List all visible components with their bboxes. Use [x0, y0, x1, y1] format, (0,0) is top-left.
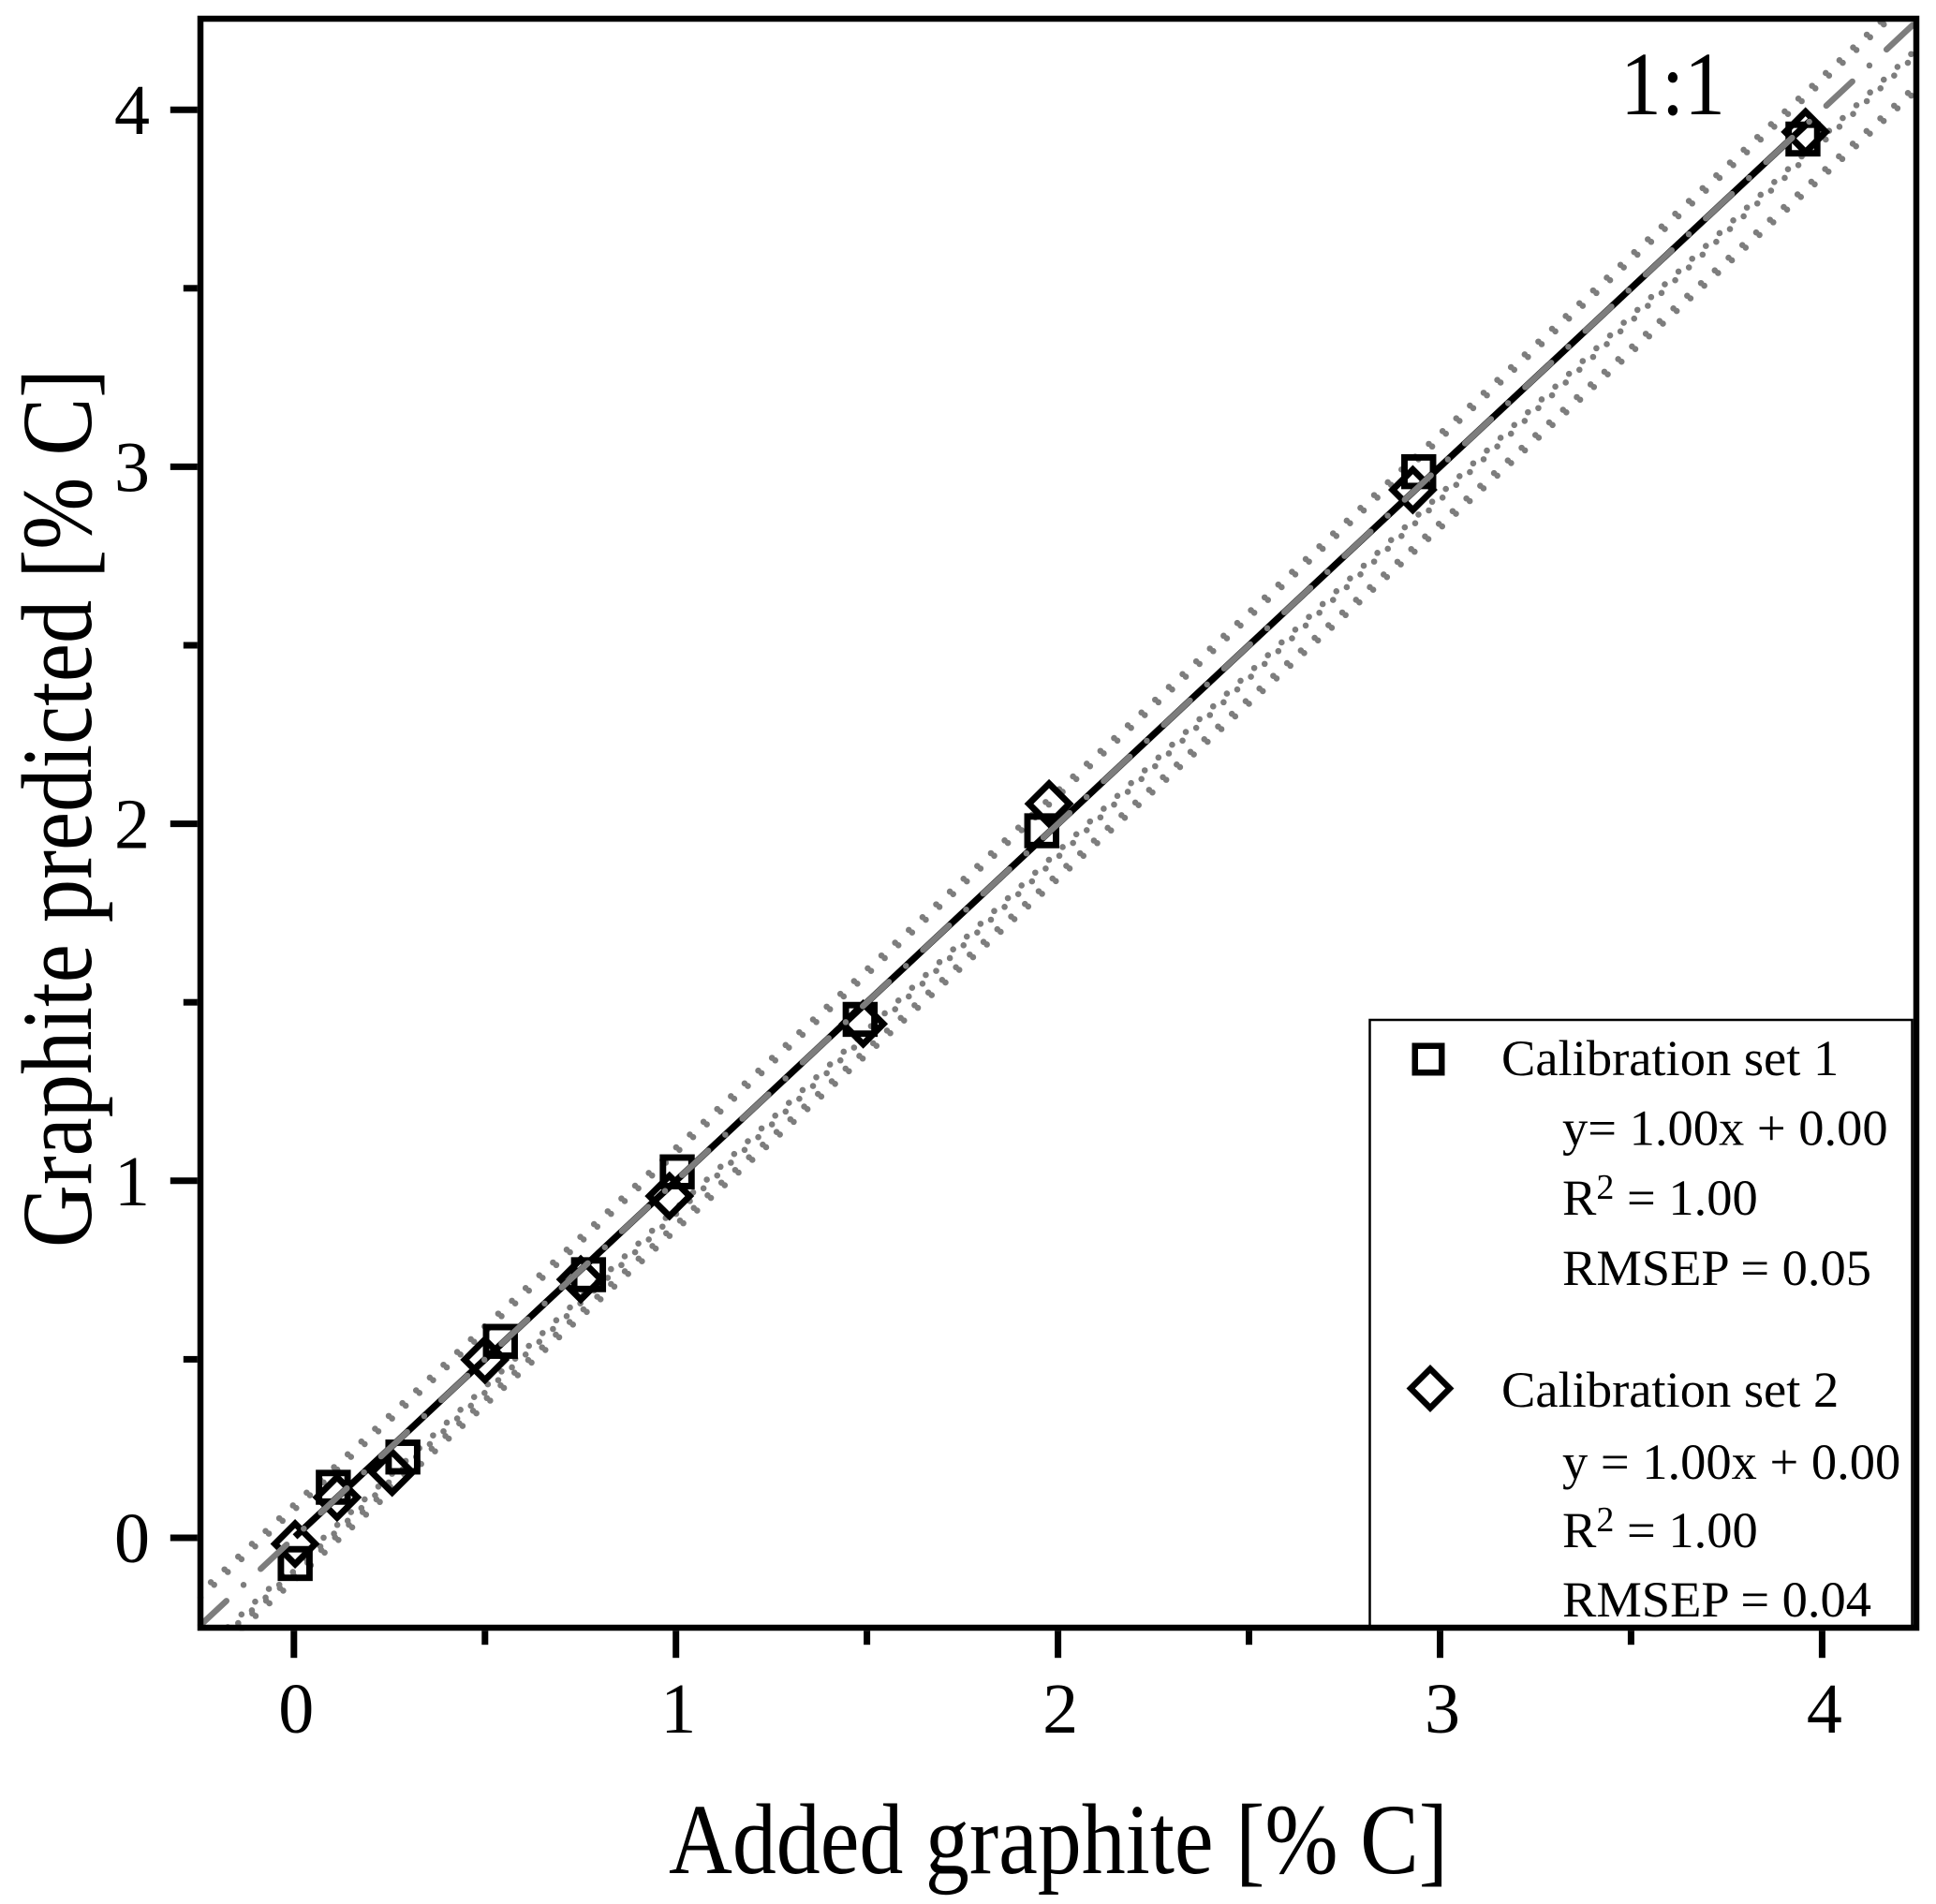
svg-text:R2 = 1.00: R2 = 1.00	[1562, 1168, 1758, 1226]
svg-text:Calibration set 2: Calibration set 2	[1501, 1361, 1839, 1418]
svg-text:y = 1.00x + 0.00: y = 1.00x + 0.00	[1562, 1433, 1900, 1490]
svg-text:Calibration set 1: Calibration set 1	[1501, 1029, 1839, 1086]
svg-text:3: 3	[114, 428, 150, 507]
svg-text:0: 0	[278, 1670, 314, 1749]
svg-text:0: 0	[114, 1499, 150, 1578]
svg-text:4: 4	[114, 71, 150, 150]
svg-text:1:1: 1:1	[1620, 34, 1725, 134]
svg-text:Graphite predicted [% C]: Graphite predicted [% C]	[3, 369, 113, 1247]
svg-text:2: 2	[114, 786, 150, 864]
svg-text:1: 1	[114, 1143, 150, 1221]
svg-text:Added graphite [% C]: Added graphite [% C]	[669, 1785, 1448, 1896]
svg-text:4: 4	[1807, 1670, 1842, 1749]
svg-text:y= 1.00x + 0.00: y= 1.00x + 0.00	[1562, 1100, 1888, 1157]
svg-text:RMSEP = 0.04: RMSEP = 0.04	[1562, 1571, 1871, 1628]
svg-text:RMSEP = 0.05: RMSEP = 0.05	[1562, 1239, 1871, 1296]
svg-text:3: 3	[1425, 1670, 1460, 1749]
svg-text:2: 2	[1042, 1670, 1078, 1749]
svg-text:1: 1	[660, 1670, 696, 1749]
svg-text:R2 = 1.00: R2 = 1.00	[1562, 1500, 1758, 1558]
